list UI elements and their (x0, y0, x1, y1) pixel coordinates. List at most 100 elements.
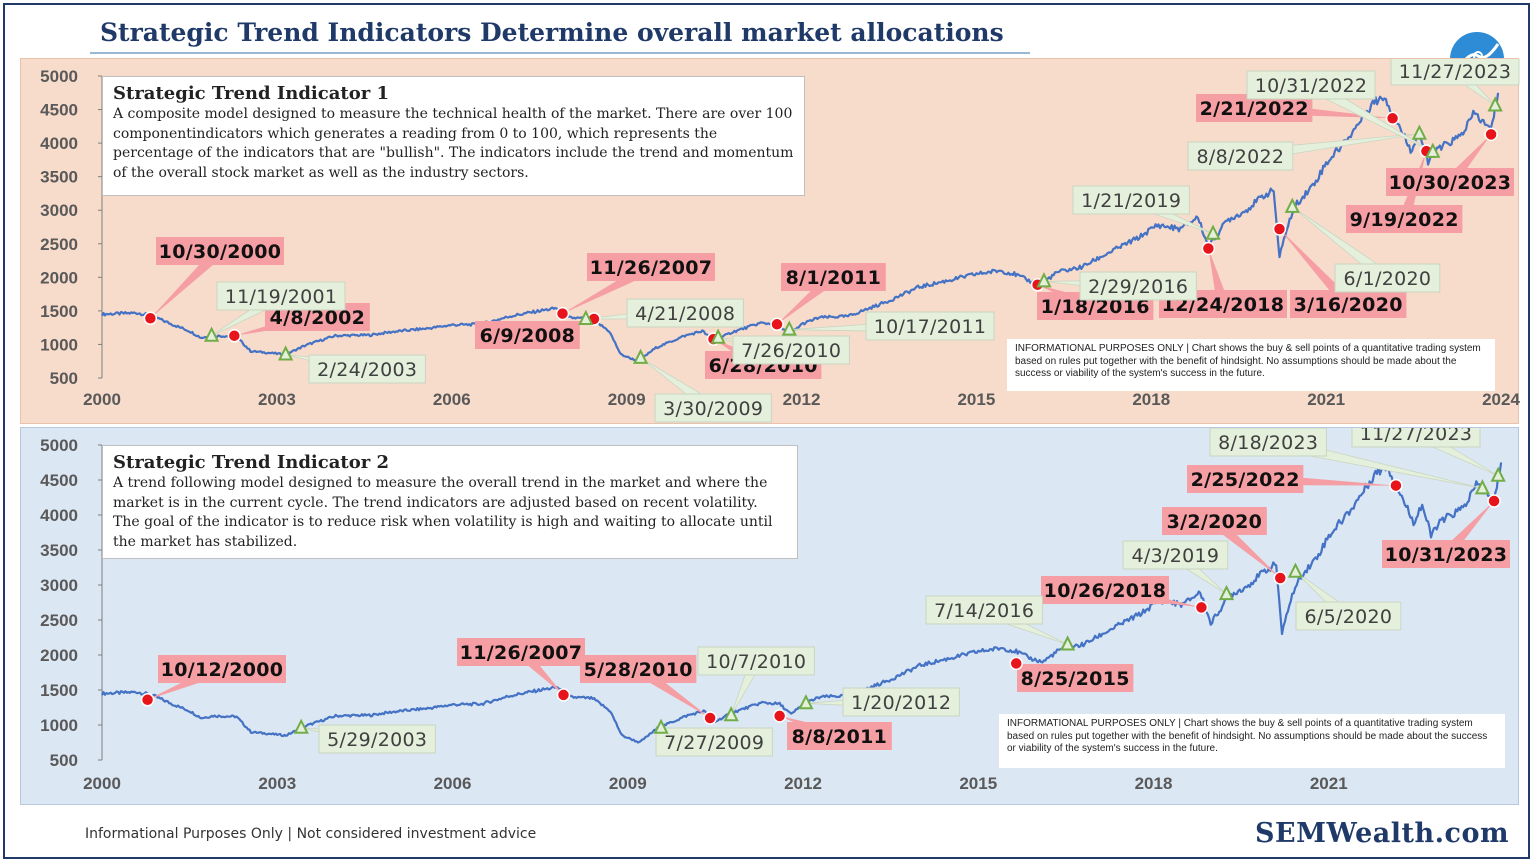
buy-signal-marker (723, 705, 739, 722)
buy-label-box (308, 354, 426, 384)
buy-label-box (1246, 70, 1376, 100)
y-tick-label: 1000 (40, 335, 78, 354)
buy-signal-marker (1036, 272, 1052, 288)
sell-signal-date: 10/26/2018 (1044, 580, 1167, 602)
x-tick-label: 2000 (83, 774, 121, 793)
buy-signal-marker (1487, 96, 1503, 112)
x-tick-label: 2012 (783, 390, 821, 409)
sell-signal-marker (1273, 571, 1288, 585)
sell-signal-marker (1484, 127, 1498, 142)
sell-signal-date: 4/8/2002 (270, 307, 366, 329)
buy-signal-date: 1/21/2019 (1081, 190, 1181, 212)
sell-signal-date: 8/25/2015 (1021, 668, 1130, 690)
x-tick-label: 2024 (1482, 390, 1520, 409)
y-tick-label: 2500 (40, 235, 78, 254)
x-tick-label: 2006 (433, 390, 471, 409)
buy-signal-marker (578, 309, 594, 325)
sp500-series-line (101, 92, 1500, 363)
sell-signal-marker (772, 709, 787, 723)
buy-label-box (654, 393, 772, 423)
buy-label-box (1187, 141, 1294, 171)
buy-signal-date: 7/26/2010 (741, 340, 841, 362)
sell-signal-marker (1009, 656, 1023, 671)
sell-label-box (1290, 290, 1407, 318)
buy-signal-date: 7/27/2009 (664, 732, 764, 754)
buy-label-box (626, 298, 744, 328)
buy-signal-date: 6/5/2020 (1305, 606, 1393, 628)
buy-signal-marker (1490, 466, 1506, 482)
sell-signal-marker (555, 306, 570, 321)
buy-signal-marker (1474, 479, 1491, 495)
indicator-2-chart: 500 1000 1500 2000 2500 3000 3500 4000 4500 5000 2… (40, 428, 1510, 793)
y-tick-label: 2000 (40, 646, 78, 665)
x-tick-label: 2003 (258, 390, 296, 409)
buy-signal-marker (278, 345, 294, 361)
y-tick-label: 3000 (40, 576, 78, 595)
buy-signal-marker (1284, 197, 1300, 213)
sell-callout-pointer (1279, 229, 1353, 309)
indicator-1-title: Strategic Trend Indicator 1 (113, 83, 389, 104)
x-tick-label: 2012 (784, 774, 822, 793)
indicator-1-chart: 500 1000 1500 2000 2500 3000 3500 4000 4500 5000 2… (40, 59, 1520, 423)
x-tick-label: 2021 (1310, 774, 1348, 793)
sell-label-box (158, 655, 286, 683)
sell-signal-marker (1272, 222, 1287, 236)
buy-signal-date: 4/3/2019 (1132, 545, 1220, 567)
buy-label-box (865, 311, 995, 341)
y-tick-label: 3500 (40, 541, 78, 560)
buy-signal-marker (203, 326, 220, 342)
buy-signal-date: 1/20/2012 (851, 692, 951, 714)
sell-signal-marker (1389, 478, 1403, 493)
y-tick-label: 3500 (40, 168, 78, 187)
sell-label-box (1041, 576, 1169, 604)
sell-label-box (1382, 540, 1510, 568)
sell-label-box (781, 263, 886, 291)
sell-label-box (787, 722, 892, 750)
x-tick-label: 2021 (1307, 390, 1345, 409)
y-tick-label: 2000 (40, 268, 78, 287)
sell-signal-date: 9/19/2022 (1350, 209, 1459, 231)
buy-signal-date: 10/31/2022 (1255, 75, 1368, 97)
buy-signal-date: 10/7/2010 (706, 651, 806, 673)
buy-label-box (1334, 263, 1441, 293)
sell-label-box (587, 253, 715, 281)
sell-signal-marker (556, 688, 571, 702)
y-tick-label: 500 (50, 751, 78, 770)
sell-signal-marker (1385, 111, 1400, 126)
buy-signal-marker (1218, 584, 1235, 601)
buy-signal-date: 8/18/2023 (1218, 432, 1318, 454)
buy-signal-date: 4/21/2008 (635, 303, 735, 325)
buy-label-box (842, 687, 960, 717)
buy-signal-date: 6/1/2020 (1344, 268, 1432, 290)
indicator-1-disclaimer: INFORMATIONAL PURPOSES ONLY | Chart show… (1007, 339, 1495, 391)
buy-label-box (697, 646, 815, 676)
indicator-1-description: A composite model designed to measure th… (113, 106, 794, 181)
sell-label-box (1187, 465, 1304, 493)
buy-label-box (1122, 540, 1229, 570)
sell-signal-date: 10/31/2023 (1385, 544, 1508, 566)
buy-label-box (216, 281, 346, 311)
y-tick-label: 1500 (40, 302, 78, 321)
x-tick-label: 2003 (258, 774, 296, 793)
x-tick-label: 2015 (959, 774, 997, 793)
sell-signal-date: 11/26/2007 (460, 642, 583, 664)
sell-label-box (1346, 205, 1463, 233)
buy-signal-date: 2/29/2016 (1088, 276, 1188, 298)
buy-label-box (1079, 271, 1197, 301)
x-tick-label: 2015 (957, 390, 995, 409)
indicator-2-title: Strategic Trend Indicator 2 (113, 452, 389, 473)
sell-label-box (580, 655, 697, 683)
indicator-2-description: A trend following model designed to meas… (113, 475, 773, 550)
sell-label-box (457, 638, 585, 666)
sell-signal-date: 1/18/2016 (1041, 296, 1150, 318)
sell-signal-marker (143, 311, 158, 326)
sell-signal-date: 5/28/2010 (584, 659, 693, 681)
indicator-1-description-box: Strategic Trend Indicator 1 A composite … (102, 76, 805, 196)
buy-signal-marker (653, 718, 669, 734)
buy-label-box (925, 595, 1043, 625)
sell-signal-marker (1194, 600, 1209, 615)
buy-signal-date: 3/30/2009 (663, 398, 763, 420)
sell-label-box (156, 237, 284, 265)
brand-name[interactable]: SEMWealth.com (1255, 818, 1510, 849)
sell-signal-date: 10/30/2023 (1389, 172, 1512, 194)
